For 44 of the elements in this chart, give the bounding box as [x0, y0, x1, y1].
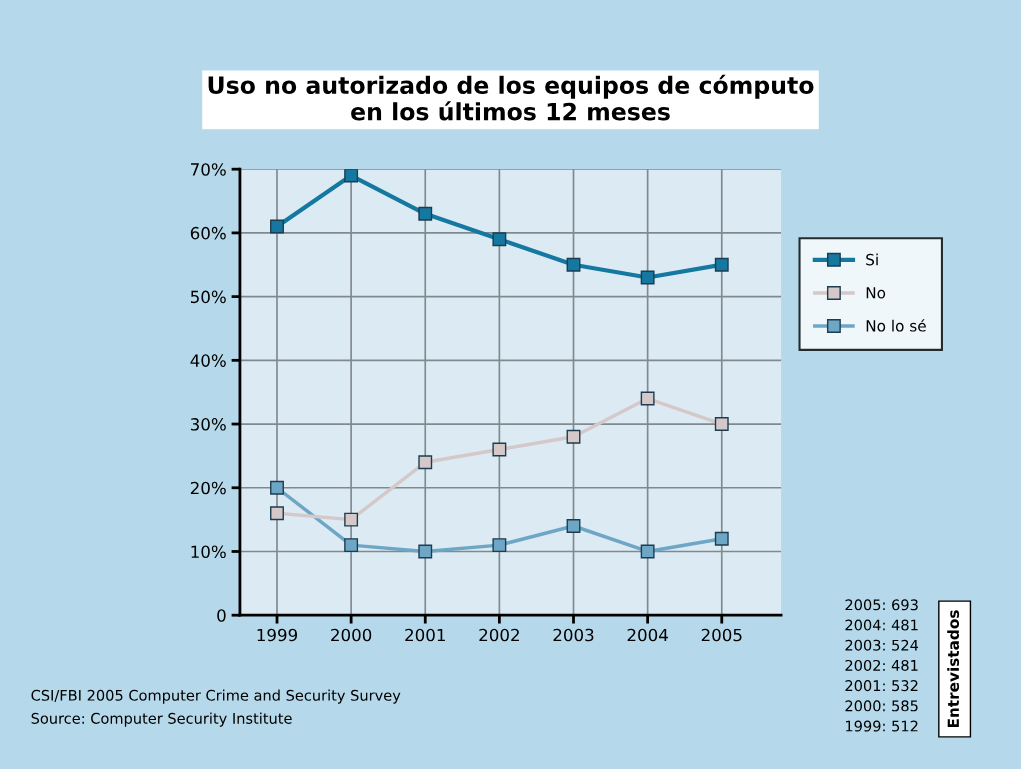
point — [566, 257, 581, 272]
point — [418, 455, 433, 470]
x-tick-label: 2001 — [405, 628, 445, 642]
y-tick-label: 20% — [190, 481, 226, 495]
point — [344, 538, 359, 553]
point — [270, 506, 284, 521]
y-tick-label: 60% — [190, 226, 226, 240]
point — [418, 544, 433, 559]
point — [270, 480, 284, 495]
y-tick-label: 50% — [190, 290, 226, 304]
point — [270, 219, 284, 234]
x-tick-label: 2002 — [479, 628, 519, 642]
legend-label: No — [866, 287, 886, 299]
chart-title: Uso no autorizado de los equipos de cómputo en los últimos 12 meses — [208, 74, 814, 121]
point — [492, 442, 507, 457]
point — [640, 391, 655, 406]
text: Entrevistados — [947, 610, 960, 728]
point — [418, 206, 433, 221]
point — [714, 531, 729, 546]
point — [344, 169, 359, 183]
point — [566, 519, 581, 533]
source-note: Source: Computer Security Institute — [31, 712, 292, 727]
y-tick-label: 30% — [190, 418, 226, 431]
legend-label: No lo sé — [866, 319, 926, 332]
legend-label: Si — [866, 253, 878, 266]
point — [492, 538, 507, 553]
x-tick-label: 2003 — [553, 628, 594, 642]
point — [714, 417, 729, 431]
y-tick-label: 0 — [217, 609, 226, 622]
point — [344, 512, 359, 527]
x-tick-label: 2000 — [331, 628, 372, 642]
x-tick-label: 2005 — [701, 628, 742, 642]
point — [492, 232, 507, 247]
point — [640, 270, 655, 285]
y-tick-label: 40% — [190, 354, 226, 367]
point — [640, 544, 655, 559]
y-tick-label: 10% — [191, 545, 226, 559]
text: CSI/FBI 2005 Computer Crime and Security Survey — [31, 689, 401, 704]
x-tick-label: 1999 — [257, 628, 298, 642]
x-tick-label: 2004 — [627, 628, 668, 642]
y-tick-label: 70% — [191, 163, 226, 176]
point — [566, 429, 581, 444]
text: 2005: 693 2004: 481 2003: 524 2002: 481 2001: 532 2000: 585 1999: 512 — [845, 599, 919, 732]
point — [714, 257, 729, 272]
